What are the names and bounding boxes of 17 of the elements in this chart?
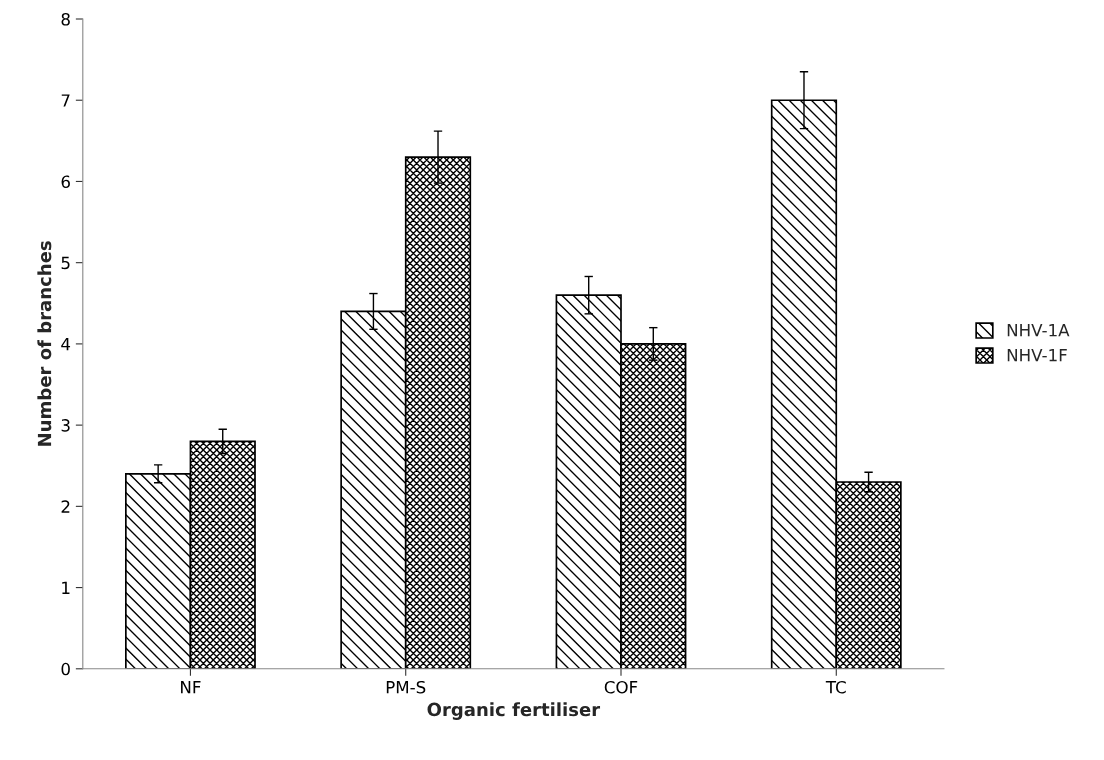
y-tick-label: 8 <box>61 12 70 26</box>
x-tick-label: COF <box>604 680 638 694</box>
y-tick-label: 0 <box>61 662 70 676</box>
x-tick-label: TC <box>825 680 846 694</box>
legend-label: NHV-1F <box>1007 349 1067 362</box>
y-tick-label: 4 <box>61 338 71 351</box>
x-tick-label: PM-S <box>386 680 426 694</box>
x-tick-label: NF <box>181 681 201 694</box>
y-axis-title: Number of branches <box>37 241 52 446</box>
y-tick-label: 7 <box>61 94 70 107</box>
y-tick-label: 6 <box>61 175 70 189</box>
y-tick-label: 3 <box>61 419 70 432</box>
y-tick-label: 1 <box>62 581 70 594</box>
x-axis-title: Organic fertiliser <box>427 702 601 720</box>
y-tick-label: 5 <box>61 256 70 270</box>
y-tick-label: 2 <box>61 500 70 513</box>
legend-label: NHV-1A <box>1007 324 1070 337</box>
